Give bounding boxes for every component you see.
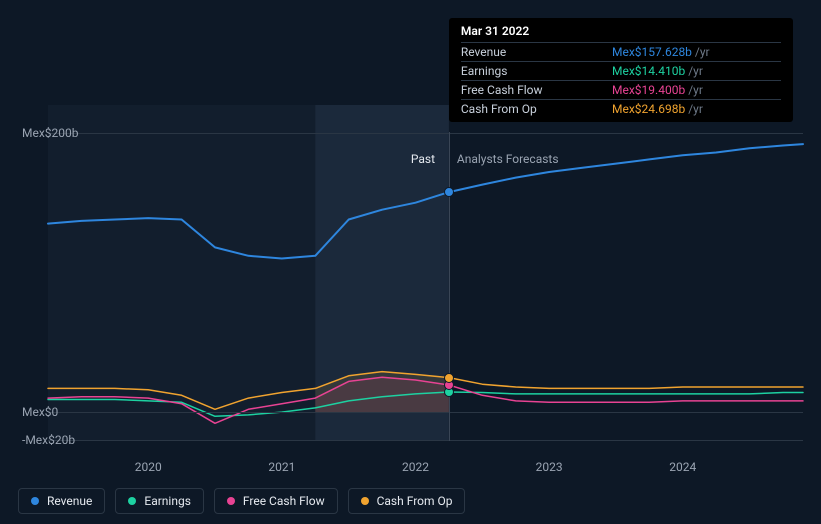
tooltip-row-label: Free Cash Flow	[461, 81, 592, 100]
tooltip-row-label: Earnings	[461, 62, 592, 81]
marker-cfo	[444, 373, 454, 383]
tooltip-row-value: Mex$14.410b/yr	[592, 62, 781, 81]
legend-item-earnings[interactable]: Earnings	[115, 488, 204, 514]
tooltip: Mar 31 2022 RevenueMex$157.628b/yrEarnin…	[449, 18, 793, 122]
forecast-label: Analysts Forecasts	[457, 152, 559, 166]
tooltip-title: Mar 31 2022	[461, 24, 781, 38]
forecast-chart: Mex$200b Mex$0 -Mex$20b 2020 2021 2022 2023 20…	[0, 0, 821, 524]
x-tick-label: 2022	[402, 460, 429, 474]
y-tick-label: Mex$200b	[22, 126, 79, 140]
legend-label: Cash From Op	[377, 494, 453, 508]
tooltip-row-label: Cash From Op	[461, 100, 592, 119]
y-tick-label: -Mex$20b	[22, 433, 75, 447]
tooltip-row: RevenueMex$157.628b/yr	[461, 43, 781, 62]
tooltip-row-value: Mex$24.698b/yr	[592, 100, 781, 119]
x-tick-label: 2021	[268, 460, 295, 474]
past-label: Past	[411, 152, 435, 166]
tooltip-row: Free Cash FlowMex$19.400b/yr	[461, 81, 781, 100]
gridline	[48, 133, 803, 134]
marker-revenue	[444, 187, 454, 197]
gridline	[48, 412, 803, 413]
legend-item-revenue[interactable]: Revenue	[18, 488, 105, 514]
x-tick-label: 2024	[669, 460, 696, 474]
legend-item-fcf[interactable]: Free Cash Flow	[214, 488, 338, 514]
legend-dot-icon	[361, 497, 369, 505]
x-tick-label: 2020	[135, 460, 162, 474]
y-tick-label: Mex$0	[22, 405, 58, 419]
legend-label: Revenue	[47, 494, 92, 508]
tooltip-row-value: Mex$19.400b/yr	[592, 81, 781, 100]
tooltip-row-label: Revenue	[461, 43, 592, 62]
legend: Revenue Earnings Free Cash Flow Cash From O…	[18, 488, 465, 514]
x-tick-label: 2023	[536, 460, 563, 474]
gridline	[48, 440, 803, 441]
tooltip-row: EarningsMex$14.410b/yr	[461, 62, 781, 81]
legend-label: Earnings	[144, 494, 191, 508]
legend-dot-icon	[128, 497, 136, 505]
legend-item-cfo[interactable]: Cash From Op	[348, 488, 466, 514]
tooltip-row-value: Mex$157.628b/yr	[592, 43, 781, 62]
legend-label: Free Cash Flow	[243, 494, 325, 508]
tooltip-table: RevenueMex$157.628b/yrEarningsMex$14.410…	[461, 42, 781, 118]
legend-dot-icon	[227, 497, 235, 505]
legend-dot-icon	[31, 497, 39, 505]
tooltip-row: Cash From OpMex$24.698b/yr	[461, 100, 781, 119]
